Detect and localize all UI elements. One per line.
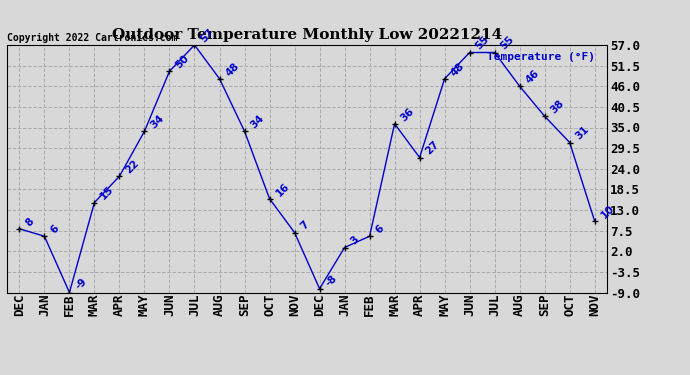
- Text: 48: 48: [224, 60, 241, 78]
- Text: 55: 55: [499, 34, 516, 52]
- Text: Temperature (°F): Temperature (°F): [487, 53, 595, 62]
- Text: 50: 50: [174, 53, 191, 70]
- Text: 10: 10: [599, 203, 616, 220]
- Text: 48: 48: [448, 60, 466, 78]
- Text: 36: 36: [399, 106, 416, 123]
- Text: 16: 16: [274, 181, 291, 198]
- Text: 3: 3: [348, 234, 361, 247]
- Text: 15: 15: [99, 184, 116, 202]
- Text: 34: 34: [248, 113, 266, 130]
- Text: Copyright 2022 Cartronics.com: Copyright 2022 Cartronics.com: [7, 33, 177, 42]
- Text: 57: 57: [199, 27, 216, 44]
- Text: 38: 38: [549, 98, 566, 116]
- Text: 55: 55: [474, 34, 491, 52]
- Text: 8: 8: [23, 216, 36, 228]
- Text: 6: 6: [48, 223, 61, 236]
- Title: Outdoor Temperature Monthly Low 20221214: Outdoor Temperature Monthly Low 20221214: [112, 28, 502, 42]
- Text: -9: -9: [74, 277, 89, 292]
- Text: -8: -8: [324, 273, 339, 288]
- Text: 31: 31: [574, 124, 591, 142]
- Text: 7: 7: [299, 219, 311, 232]
- Text: 34: 34: [148, 113, 166, 130]
- Text: 27: 27: [424, 139, 441, 157]
- Text: 22: 22: [124, 158, 141, 176]
- Text: 46: 46: [524, 68, 541, 86]
- Text: 6: 6: [374, 223, 386, 236]
